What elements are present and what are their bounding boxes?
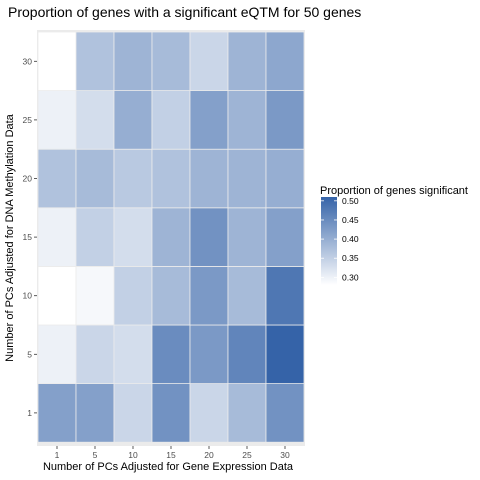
legend-title: Proportion of genes significant	[320, 185, 468, 197]
y-tick-label: 20	[23, 174, 33, 184]
y-tick-label: 10	[23, 291, 33, 301]
x-axis-ticks: 1 5 10 15 20 25 30	[55, 446, 290, 460]
heatmap-cell	[227, 383, 267, 443]
heatmap-cell	[151, 383, 191, 443]
heatmap-cell	[265, 31, 305, 91]
y-tick-label: 15	[23, 232, 33, 242]
heatmap-cell	[265, 324, 305, 384]
heatmap-cell	[227, 207, 267, 267]
x-tick-label: 20	[204, 450, 214, 460]
heatmap-cell	[265, 265, 305, 326]
y-tick-label: 30	[23, 56, 33, 66]
x-tick-label: 10	[128, 450, 138, 460]
x-tick-label: 5	[93, 450, 98, 460]
heatmap-cell	[189, 383, 229, 443]
heatmap-cell	[189, 90, 229, 150]
x-tick-label: 30	[280, 450, 290, 460]
heatmap-cell	[151, 148, 191, 209]
heatmap-cell	[227, 148, 267, 209]
heatmap-cell	[37, 324, 77, 384]
heatmap-cell	[227, 90, 267, 150]
heatmap-cell	[189, 265, 229, 326]
x-tick-label: 1	[55, 450, 60, 460]
heatmap-cell	[113, 31, 153, 91]
y-tick-label: 5	[27, 349, 32, 359]
heatmap-cell	[227, 324, 267, 384]
heatmap-cell	[75, 324, 115, 384]
heatmap-cell	[113, 207, 153, 267]
heatmap-cell	[37, 207, 77, 267]
heatmap-cell	[151, 90, 191, 150]
heatmap-cell	[75, 90, 115, 150]
heatmap-cell	[37, 383, 77, 443]
x-axis-title: Number of PCs Adjusted for Gene Expressi…	[43, 461, 294, 473]
y-tick-label: 1	[27, 408, 32, 418]
legend-ticks: 0.50 0.45 0.40 0.35 0.30	[321, 196, 359, 282]
x-tick-label: 15	[166, 450, 176, 460]
heatmap-cell	[189, 148, 229, 209]
heatmap-cell	[227, 31, 267, 91]
heatmap-cell	[151, 31, 191, 91]
heatmap-cell	[265, 383, 305, 443]
heatmap-cell	[75, 148, 115, 209]
legend-tick-label: 0.45	[342, 215, 359, 225]
x-tick-label: 25	[242, 450, 252, 460]
heatmap-cell	[189, 31, 229, 91]
heatmap-cell	[265, 148, 305, 209]
heatmap-cell	[37, 265, 77, 326]
heatmap-cell	[151, 324, 191, 384]
chart-title: Proportion of genes with a significant e…	[8, 4, 361, 20]
y-axis-title: Number of PCs Adjusted for DNA Methylati…	[4, 113, 16, 361]
heatmap-cell	[189, 207, 229, 267]
legend-tick-label: 0.50	[342, 196, 359, 206]
heatmap-cell	[113, 265, 153, 326]
heatmap-cell	[37, 148, 77, 209]
heatmap-cell	[37, 31, 77, 91]
legend-tick-label: 0.35	[342, 253, 359, 263]
heatmap-cell	[113, 148, 153, 209]
heatmap-cells	[37, 31, 305, 443]
heatmap-cell	[75, 265, 115, 326]
heatmap-cell	[113, 90, 153, 150]
heatmap-cell	[151, 207, 191, 267]
heatmap-cell	[189, 324, 229, 384]
legend-tick-label: 0.40	[342, 234, 359, 244]
legend-tick-label: 0.30	[342, 272, 359, 282]
heatmap-cell	[113, 324, 153, 384]
heatmap-cell	[75, 207, 115, 267]
heatmap-cell	[113, 383, 153, 443]
heatmap-cell	[75, 383, 115, 443]
heatmap-cell	[37, 90, 77, 150]
heatmap-cell	[75, 31, 115, 91]
y-tick-label: 25	[23, 115, 33, 125]
heatmap-cell	[265, 207, 305, 267]
legend-colorbar	[321, 197, 337, 285]
heatmap-cell	[151, 265, 191, 326]
heatmap-cell	[265, 90, 305, 150]
heatmap-cell	[227, 265, 267, 326]
